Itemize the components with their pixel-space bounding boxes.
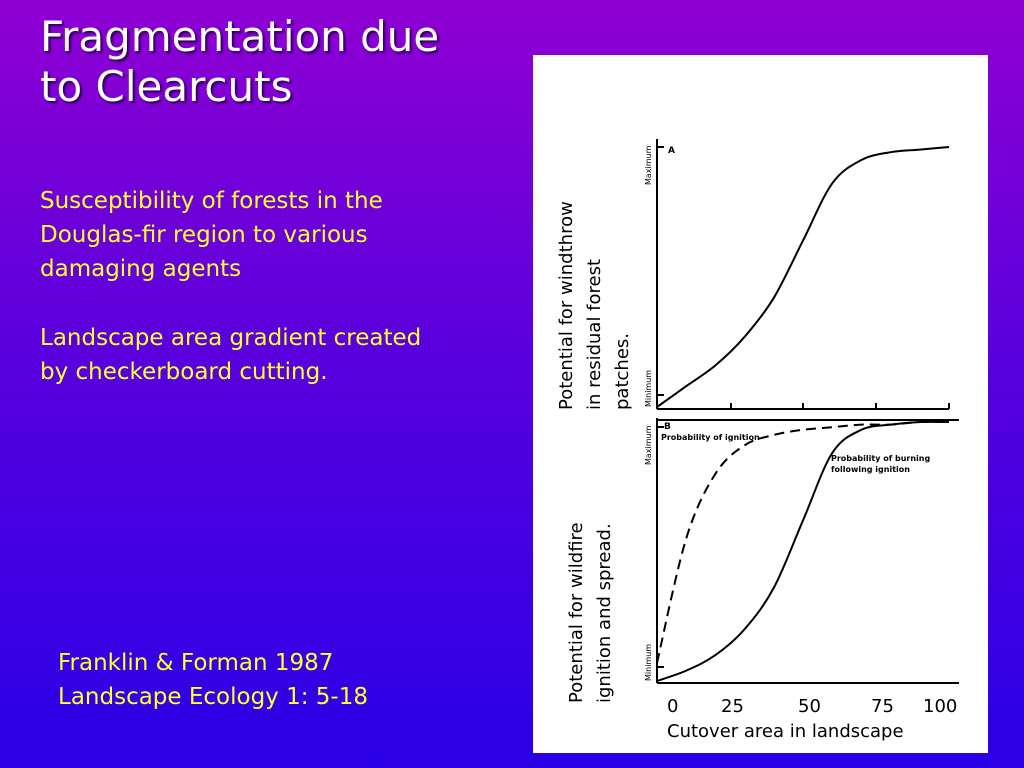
xtick-0: 0 bbox=[667, 696, 679, 717]
burning-series-label-line2: following ignition bbox=[831, 465, 910, 474]
figure-panel: A Maximum Minimum B Maximum Minimum Prob… bbox=[533, 55, 988, 753]
xtick-75: 75 bbox=[871, 696, 894, 717]
panel-b-ylabel-line-1: Potential for wildfire bbox=[566, 522, 587, 703]
panel-a-ytick-max: Maximum bbox=[644, 145, 653, 185]
gradient-line-1: Landscape area gradient created bbox=[40, 325, 422, 351]
citation-line-1: Franklin & Forman 1987 bbox=[58, 650, 334, 676]
chart-svg: A Maximum Minimum B Maximum Minimum Prob… bbox=[644, 139, 959, 684]
panel-b-axes bbox=[656, 418, 959, 684]
xtick-50: 50 bbox=[798, 696, 821, 717]
panel-a-letter: A bbox=[668, 146, 675, 156]
panel-a-windthrow-line bbox=[656, 146, 950, 408]
description-line-2: Douglas-fir region to various bbox=[40, 222, 368, 248]
description-paragraph: Susceptibility of forests in the Douglas… bbox=[40, 184, 520, 286]
description-line-3: damaging agents bbox=[40, 256, 242, 282]
panel-a-axes bbox=[656, 139, 950, 410]
description-line-1: Susceptibility of forests in the bbox=[40, 188, 383, 214]
panel-a-ylabel-line-3: patches. bbox=[612, 333, 633, 410]
citation-line-2: Landscape Ecology 1: 5-18 bbox=[58, 684, 368, 710]
panel-b-ignition-dashed-line bbox=[656, 420, 950, 664]
xtick-100: 100 bbox=[923, 696, 958, 717]
panel-b-ytick-min: Minimum bbox=[644, 644, 653, 681]
gradient-paragraph: Landscape area gradient created by check… bbox=[40, 321, 520, 389]
panel-b-ylabel: Potential for wildfire ignition and spre… bbox=[563, 522, 619, 703]
ignition-series-label: Probability of ignition bbox=[661, 433, 760, 442]
panel-a-ylabel-line-1: Potential for windthrow bbox=[556, 201, 577, 410]
xtick-25: 25 bbox=[721, 696, 744, 717]
panel-a-ylabel-line-2: in residual forest bbox=[584, 258, 605, 410]
slide-title: Fragmentation due to Clearcuts bbox=[40, 12, 510, 112]
panel-b-letter: B bbox=[664, 422, 671, 432]
panel-a-ytick-min: Minimum bbox=[644, 370, 653, 407]
title-line-1: Fragmentation due bbox=[40, 12, 440, 61]
panel-b-ytick-max: Maximum bbox=[644, 425, 653, 465]
panel-b-burning-solid-line bbox=[656, 420, 950, 682]
burning-series-label-line1: Probability of burning bbox=[831, 454, 930, 463]
citation: Franklin & Forman 1987 Landscape Ecology… bbox=[58, 646, 498, 714]
x-axis-title: Cutover area in landscape bbox=[667, 721, 904, 742]
panel-a-ylabel: Potential for windthrow in residual fore… bbox=[553, 201, 637, 410]
gradient-line-2: by checkerboard cutting. bbox=[40, 359, 328, 385]
panel-b-ylabel-line-2: ignition and spread. bbox=[594, 523, 615, 703]
title-line-2: to Clearcuts bbox=[40, 62, 293, 111]
